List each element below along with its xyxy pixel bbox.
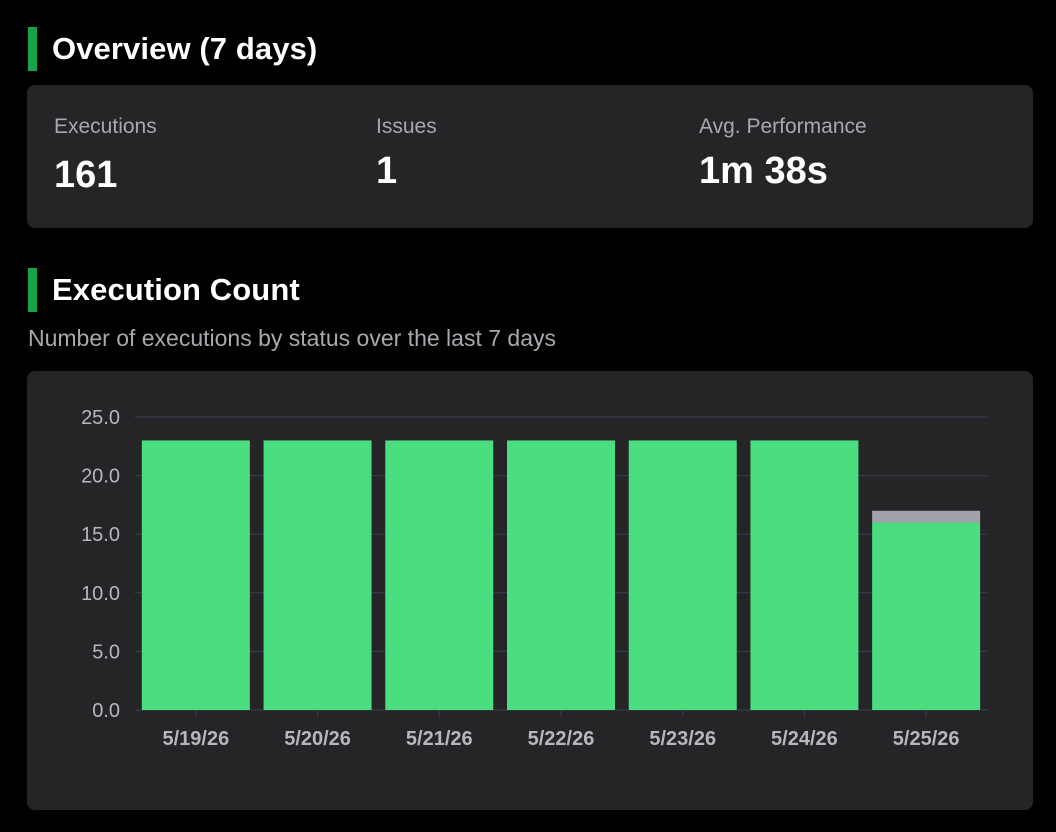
x-tick-label: 5/20/26 <box>284 728 351 750</box>
stat-executions: Executions 161 <box>54 115 157 195</box>
execution-count-subtitle: Number of executions by status over the … <box>28 325 556 351</box>
overview-header: Overview (7 days) <box>28 27 317 71</box>
y-tick-label: 5.0 <box>92 641 120 663</box>
y-tick-label: 0.0 <box>92 700 120 722</box>
execution-count-title: Execution Count <box>52 272 300 307</box>
overview-stats-card: Executions 161 Issues 1 Avg. Performance… <box>27 85 1033 228</box>
execution-count-chart-card: 0.0 5.0 10.0 15.0 20.0 25.0 5/19/26 5/20/26 5/21… <box>27 371 1033 810</box>
bar-segment <box>141 440 250 710</box>
x-tick-label: 5/19/26 <box>162 728 229 750</box>
stat-executions-value: 161 <box>54 154 118 196</box>
x-tick-label: 5/21/26 <box>406 728 473 750</box>
section-accent-bar <box>28 268 37 312</box>
x-tick-label: 5/23/26 <box>649 728 716 750</box>
stat-executions-label: Executions <box>54 115 157 138</box>
y-tick-label: 25.0 <box>81 407 120 429</box>
execution-count-header: Execution Count <box>28 268 300 312</box>
y-tick-label: 10.0 <box>81 583 120 605</box>
bar-segment <box>872 510 981 523</box>
bar-segment <box>750 440 859 710</box>
bar-segment <box>628 440 737 710</box>
section-accent-bar <box>28 27 37 71</box>
stat-issues-label: Issues <box>376 115 437 138</box>
overview-title: Overview (7 days) <box>52 31 318 66</box>
y-tick-label: 15.0 <box>81 524 120 546</box>
x-tick-label: 5/22/26 <box>528 728 595 750</box>
x-tick-label: 5/25/26 <box>893 728 960 750</box>
bar-segment <box>507 440 615 710</box>
stat-avg-performance-value: 1m 38s <box>699 150 828 192</box>
stat-avg-performance: Avg. Performance 1m 38s <box>699 115 867 191</box>
bar-segment <box>263 440 372 710</box>
bar-segment <box>385 440 494 710</box>
y-tick-label: 20.0 <box>81 466 120 488</box>
stat-avg-performance-label: Avg. Performance <box>699 115 867 138</box>
execution-count-chart: 0.0 5.0 10.0 15.0 20.0 25.0 5/19/26 5/20/26 5/21… <box>81 407 987 750</box>
bar-segment <box>872 522 981 710</box>
stat-issues: Issues 1 <box>376 115 437 191</box>
x-tick-label: 5/24/26 <box>771 728 838 750</box>
stat-issues-value: 1 <box>376 150 398 192</box>
